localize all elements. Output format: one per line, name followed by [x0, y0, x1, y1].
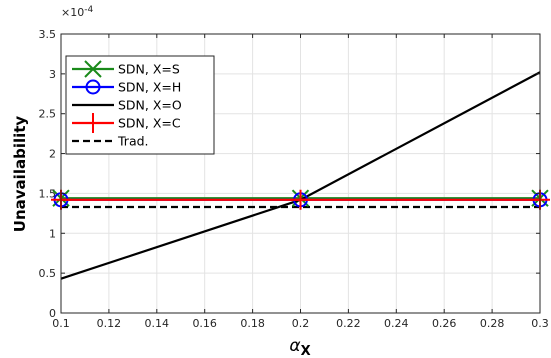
legend-entry-sdn-x-s: SDN, X=S [72, 60, 180, 78]
x-tick-label: 0.22 [336, 317, 361, 330]
legend-marker [83, 113, 103, 133]
x-axis-title: αX [289, 336, 310, 358]
series-layer [51, 71, 550, 280]
legend-entry-trad: Trad. [72, 134, 149, 149]
x-tick-label: 0.12 [97, 317, 122, 330]
x-tick-label: 0.26 [432, 317, 457, 330]
legend-entry-sdn-x-c: SDN, X=C [72, 113, 181, 133]
x-tick-label: 0.1 [52, 317, 70, 330]
y-tick-label: 2.5 [39, 108, 57, 121]
ticks: 0.1 0.12 0.14 0.16 0.18 0.2 0.22 0.24 0.26 0.28 0.… [39, 28, 549, 330]
y-tick-label: 3.5 [39, 28, 57, 41]
legend-label: SDN, X=O [118, 98, 182, 113]
x-tick-label: 0.18 [240, 317, 265, 330]
x-axis-title-subscript: X [301, 344, 311, 358]
x-tick-label: 0.14 [145, 317, 170, 330]
x-tick-label: 0.2 [292, 317, 310, 330]
data-point-sdn-x-c [290, 189, 311, 210]
x-tick-label: 0.28 [480, 317, 505, 330]
legend-marker [85, 79, 101, 95]
y-exponent-base: ×10 [61, 6, 84, 19]
legend-entry-sdn-x-h: SDN, X=H [72, 79, 181, 95]
y-tick-label: 1 [49, 227, 56, 240]
y-tick-label: 3 [49, 68, 56, 81]
legend-entry-sdn-x-o: SDN, X=O [72, 98, 182, 113]
x-tick-label: 0.3 [531, 317, 549, 330]
y-axis-title: Unavailability [11, 116, 29, 233]
x-tick-label: 0.16 [192, 317, 217, 330]
y-tick-label: 2 [49, 148, 56, 161]
y-exponent-power: -4 [84, 5, 93, 15]
x-tick-label: 0.24 [384, 317, 409, 330]
x-axis-title-symbol: α [289, 336, 300, 356]
legend-label: SDN, X=S [118, 62, 180, 77]
legend: SDN, X=S SDN, X=H SDN, X=O SDN, X=C Trad. [65, 55, 215, 155]
y-tick-label: 0.5 [39, 267, 57, 280]
legend-label: SDN, X=H [118, 80, 181, 95]
y-tick-label: 1.5 [39, 187, 57, 200]
legend-marker [84, 60, 102, 78]
legend-label: Trad. [117, 134, 149, 149]
legend-label: SDN, X=C [118, 116, 181, 131]
y-tick-label: 0 [49, 307, 56, 320]
y-axis-exponent: ×10-4 [61, 5, 93, 19]
